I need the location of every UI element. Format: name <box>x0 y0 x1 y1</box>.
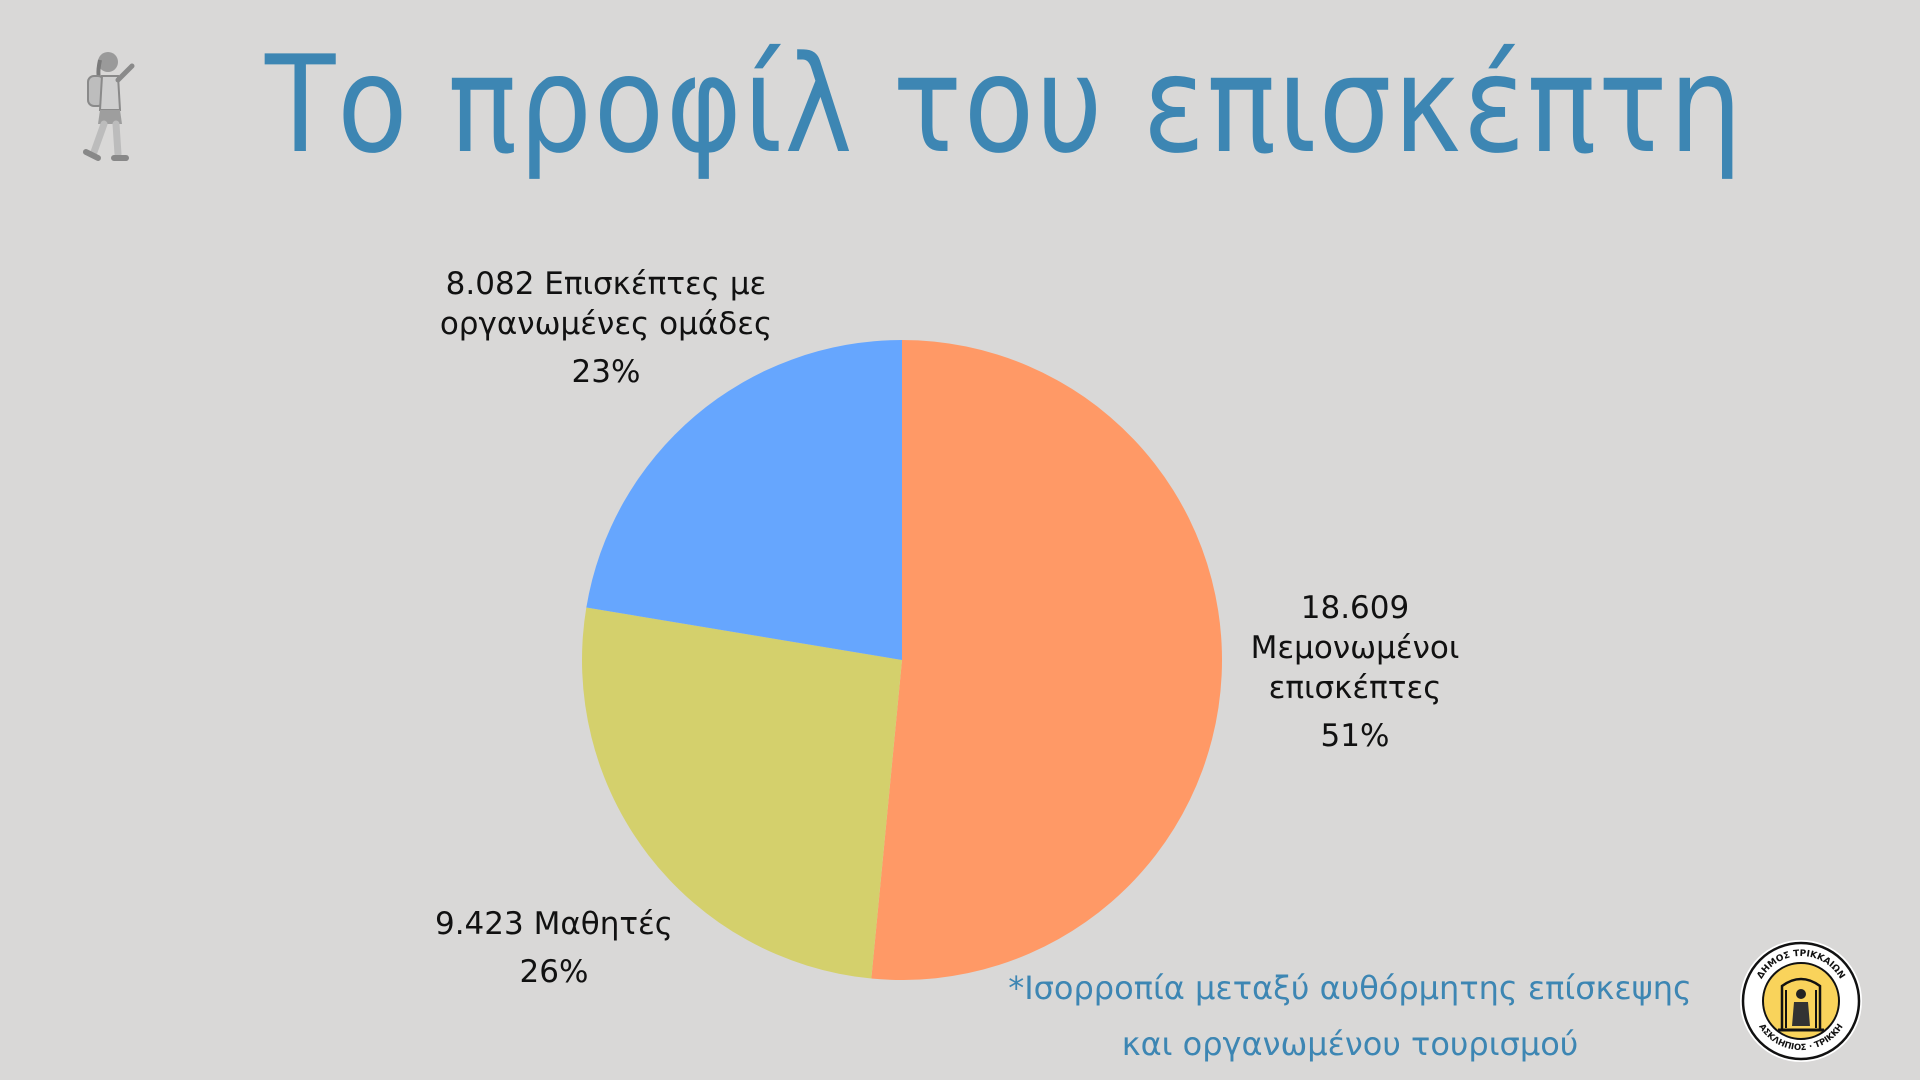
slice-percent-students: 26% <box>519 954 589 990</box>
slice-label-individual: 18.609 Μεμονωμένοι επισκέπτες 51% <box>1200 588 1510 756</box>
slice-label-groups-line-2: οργανωμένες ομάδες <box>439 306 773 342</box>
hiker-icon <box>83 52 135 161</box>
slice-label-students-line-1: 9.423 Μαθητές <box>434 906 673 942</box>
page-title: Το προφίλ του επισκέπτη <box>265 27 1744 183</box>
slice-label-groups: 8.082 Επισκέπτες με οργανωμένες ομάδες 2… <box>416 264 796 392</box>
pie-slice-groups <box>586 340 902 660</box>
pie-slice-students <box>582 607 902 979</box>
pie-slice-individual <box>871 340 1223 980</box>
footnote: *Ισορροπία μεταξύ αυθόρμητης επίσκεψης κ… <box>990 960 1710 1072</box>
slice-label-groups-line-1: 8.082 Επισκέπτες με <box>445 266 767 302</box>
footnote-line-1: *Ισορροπία μεταξύ αυθόρμητης επίσκεψης <box>1008 969 1692 1007</box>
footnote-line-2: και οργανωμένου τουρισμού <box>1121 1025 1579 1063</box>
slice-label-individual-line-2: Μεμονωμένοι <box>1250 630 1460 666</box>
slice-percent-individual: 51% <box>1320 718 1390 754</box>
slice-percent-groups: 23% <box>571 354 641 390</box>
municipality-seal-logo: ΔΗΜΟΣ ΤΡΙΚΚΑΙΩΝ ΑΣΚΛΗΠΙΟΣ · ΤΡΙΚΚΗ <box>1740 940 1862 1062</box>
slice-label-students: 9.423 Μαθητές 26% <box>384 904 724 992</box>
slice-label-individual-line-3: επισκέπτες <box>1268 670 1442 706</box>
slice-label-individual-line-1: 18.609 <box>1300 590 1410 626</box>
